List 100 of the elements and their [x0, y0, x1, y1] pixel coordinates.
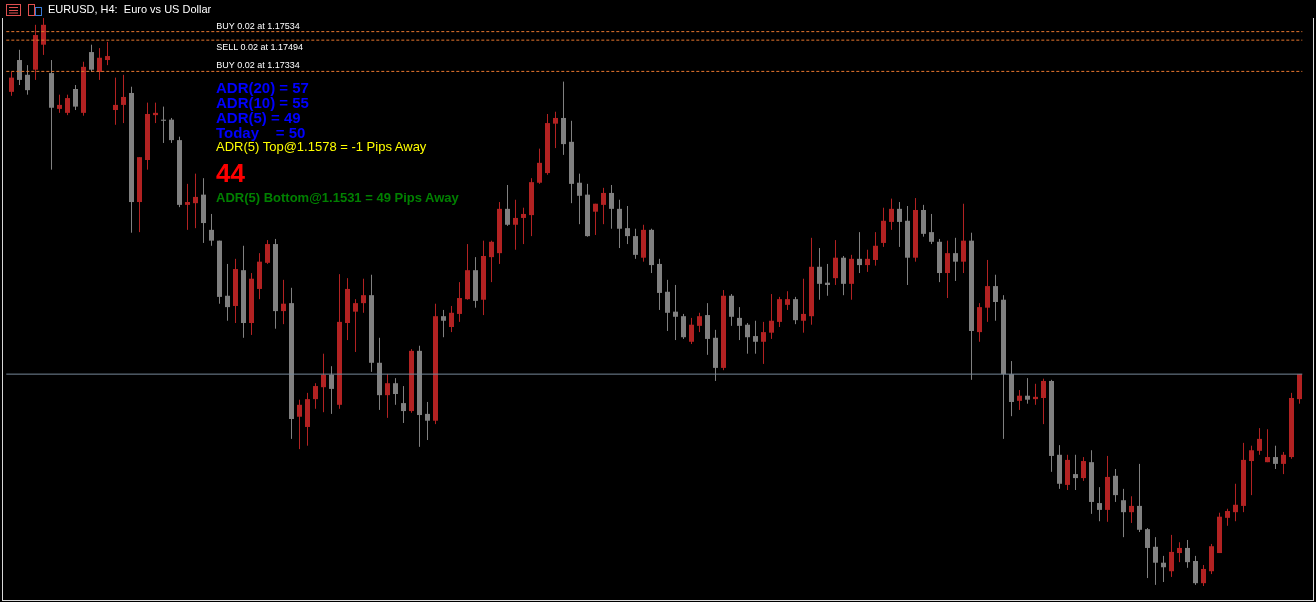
candlestick — [1025, 377, 1030, 405]
candlestick — [753, 320, 758, 355]
candlestick — [1121, 488, 1126, 538]
candlestick — [1201, 564, 1206, 586]
candlestick — [401, 385, 406, 424]
candlestick — [105, 41, 110, 66]
candlestick — [1081, 456, 1086, 482]
candlestick — [633, 228, 638, 260]
candlestick — [9, 71, 14, 97]
candlestick — [449, 305, 454, 333]
candlestick — [361, 278, 366, 314]
candlestick — [601, 187, 606, 225]
candlestick — [889, 198, 894, 231]
candlestick — [609, 184, 614, 230]
candlestick — [1265, 428, 1270, 463]
candlestick — [281, 279, 286, 325]
candlestick — [1017, 389, 1022, 411]
candlestick — [1145, 527, 1150, 579]
candlestick — [1273, 445, 1278, 470]
candlestick — [825, 263, 830, 297]
candlestick — [297, 399, 302, 450]
candlestick — [169, 117, 174, 144]
candlestick — [209, 213, 214, 247]
candlestick — [625, 205, 630, 245]
annotation: ADR(5) Bottom@1.1531 = 49 Pips Away — [216, 190, 459, 205]
candlestick — [617, 199, 622, 249]
candlestick — [393, 377, 398, 406]
chart-title: EURUSD, H4: Euro vs US Dollar — [48, 3, 212, 16]
candlestick — [777, 296, 782, 328]
candlestick — [1249, 445, 1254, 496]
candlestick — [457, 281, 462, 323]
candlestick — [25, 64, 30, 96]
candlestick — [737, 306, 742, 341]
candlestick — [1129, 495, 1134, 524]
candlestick — [425, 401, 430, 441]
candlestick — [513, 199, 518, 251]
candlestick — [697, 312, 702, 333]
candlestick — [121, 74, 126, 124]
candlestick — [153, 102, 158, 124]
candlestick — [265, 239, 270, 265]
candlestick — [1281, 451, 1286, 475]
candlestick — [521, 207, 526, 245]
candlestick — [441, 309, 446, 338]
candlestick — [193, 173, 198, 229]
candlestick — [225, 263, 230, 322]
candlestick — [865, 249, 870, 273]
candlestick — [1169, 534, 1174, 578]
annotation: 44 — [216, 158, 245, 188]
candlestick — [761, 321, 766, 365]
candlestick — [897, 201, 902, 248]
candlestick — [857, 231, 862, 274]
candlestick — [1185, 539, 1190, 569]
candlestick — [873, 231, 878, 267]
candlestick — [329, 365, 334, 415]
candlestick — [1113, 468, 1118, 503]
candlestick — [817, 247, 822, 301]
candlestick — [921, 204, 926, 238]
candlestick — [929, 213, 934, 245]
candlestick — [17, 49, 22, 86]
candlestick — [65, 94, 70, 116]
candlestick — [593, 203, 598, 236]
ref-line-label: SELL 0.02 at 1.17494 — [216, 42, 304, 53]
candlestick — [73, 84, 78, 111]
annotation: ADR(20) = 57 — [216, 79, 309, 96]
candlestick — [353, 298, 358, 353]
candlestick — [673, 284, 678, 341]
candlestick — [489, 240, 494, 283]
candlestick — [953, 237, 958, 282]
candlestick — [553, 111, 558, 149]
candlestick — [537, 148, 542, 185]
candlestick — [1041, 378, 1046, 425]
candlestick — [801, 278, 806, 334]
candlestick — [185, 183, 190, 231]
candlestick — [313, 382, 318, 410]
candlestick — [505, 184, 510, 227]
candlestick — [1233, 483, 1238, 522]
candlestick — [993, 274, 998, 322]
candlestick — [1033, 383, 1038, 406]
ref-line-label: BUY 0.02 at 1.17534 — [216, 20, 300, 31]
candlestick — [1137, 463, 1142, 533]
candlestick — [57, 94, 62, 114]
candlestick — [945, 240, 950, 299]
candlestick — [681, 313, 686, 340]
candlestick — [785, 290, 790, 311]
candlestick — [1073, 454, 1078, 491]
candlestick — [113, 77, 118, 126]
candlestick — [665, 279, 670, 332]
ref-line-label: BUY 0.02 at 1.17334 — [216, 60, 300, 71]
candlestick — [745, 322, 750, 355]
candlestick — [321, 353, 326, 413]
candlestick — [961, 203, 966, 274]
candlestick — [1177, 541, 1182, 563]
candlestick — [1153, 536, 1158, 586]
candlestick — [705, 302, 710, 356]
candlestick — [385, 373, 390, 419]
candlestick — [833, 239, 838, 286]
candlestick — [97, 47, 102, 81]
candlestick — [577, 173, 582, 225]
candlestick — [985, 259, 990, 323]
candlestick — [793, 296, 798, 325]
